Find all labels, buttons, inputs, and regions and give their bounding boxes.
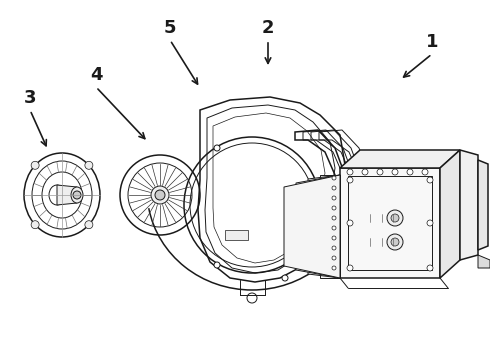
Circle shape <box>282 275 288 281</box>
Circle shape <box>335 197 341 203</box>
Circle shape <box>151 186 169 204</box>
Circle shape <box>407 169 413 175</box>
Circle shape <box>332 196 336 200</box>
Polygon shape <box>320 175 340 278</box>
Text: 2: 2 <box>262 19 274 37</box>
Circle shape <box>214 262 220 268</box>
Polygon shape <box>440 150 460 278</box>
Circle shape <box>347 265 353 271</box>
Circle shape <box>85 161 93 169</box>
Ellipse shape <box>49 185 65 205</box>
Circle shape <box>332 226 336 230</box>
Polygon shape <box>57 185 77 205</box>
Circle shape <box>387 210 403 226</box>
Circle shape <box>332 216 336 220</box>
Circle shape <box>332 206 336 210</box>
Circle shape <box>332 176 336 180</box>
Circle shape <box>332 186 336 190</box>
Text: 5: 5 <box>164 19 176 37</box>
Polygon shape <box>340 150 460 168</box>
Circle shape <box>31 221 39 229</box>
Circle shape <box>347 169 353 175</box>
Circle shape <box>377 169 383 175</box>
Circle shape <box>332 236 336 240</box>
Polygon shape <box>478 255 490 268</box>
Circle shape <box>155 190 165 200</box>
Text: 3: 3 <box>24 89 36 107</box>
Circle shape <box>427 265 433 271</box>
Polygon shape <box>340 168 440 278</box>
Circle shape <box>85 221 93 229</box>
Circle shape <box>391 238 399 246</box>
Circle shape <box>427 220 433 226</box>
Polygon shape <box>296 175 340 278</box>
Polygon shape <box>308 175 340 278</box>
Polygon shape <box>478 160 488 250</box>
Text: 1: 1 <box>426 33 438 51</box>
Circle shape <box>332 246 336 250</box>
Polygon shape <box>284 175 340 278</box>
Circle shape <box>387 234 403 250</box>
Ellipse shape <box>71 187 83 203</box>
Circle shape <box>332 256 336 260</box>
Circle shape <box>332 266 336 270</box>
Circle shape <box>214 145 220 151</box>
Circle shape <box>73 191 81 199</box>
Polygon shape <box>460 150 478 260</box>
Polygon shape <box>225 230 248 240</box>
Circle shape <box>392 169 398 175</box>
Circle shape <box>391 214 399 222</box>
Circle shape <box>347 177 353 183</box>
Circle shape <box>427 177 433 183</box>
Circle shape <box>362 169 368 175</box>
Circle shape <box>422 169 428 175</box>
Text: 4: 4 <box>90 66 102 84</box>
Circle shape <box>347 220 353 226</box>
Circle shape <box>31 161 39 169</box>
Circle shape <box>247 293 257 303</box>
